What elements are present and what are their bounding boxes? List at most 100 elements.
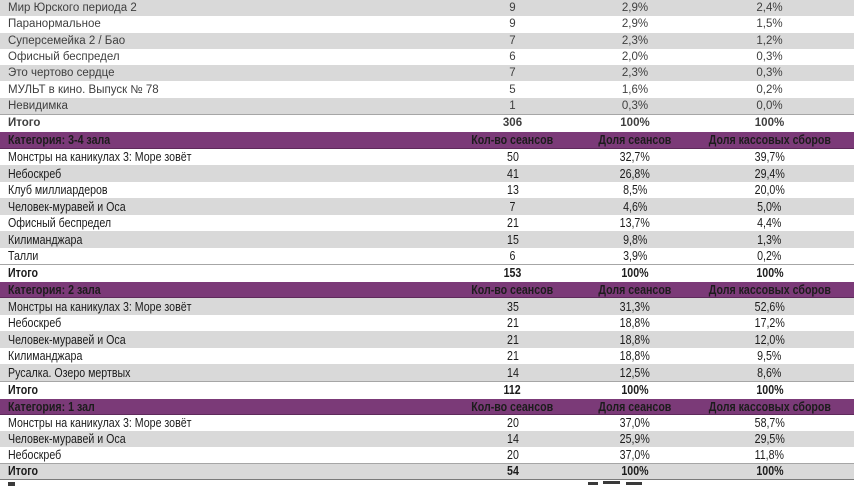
movie-title-cell-text: Килиманджара: [8, 349, 83, 364]
boxoffice-share-cell: 8,6%: [685, 366, 854, 380]
column-header-sessions-text: Кол-во сеансов: [471, 399, 554, 414]
table-row: МУЛЬТ в кино. Выпуск № 78 5 1,6% 0,2%: [0, 81, 854, 97]
sessions-count-cell: 6: [440, 249, 585, 263]
boxoffice-share-cell-text: 4,4%: [757, 216, 782, 231]
boxoffice-share-cell: 100%: [685, 117, 854, 129]
sessions-share-cell-text: 4,6%: [622, 199, 648, 214]
boxoffice-share-cell-text: 0,2%: [757, 249, 782, 264]
column-header-share-sessions: Доля сеансов: [585, 400, 685, 414]
sessions-count-cell: 306: [440, 117, 585, 129]
table-row: Это чертово сердце 7 2,3% 0,3%: [0, 65, 854, 82]
clipped-text-fragment: [603, 481, 620, 485]
sessions-count-cell-text: 21: [506, 316, 519, 331]
category-label-text: Категория: 2 зала: [8, 282, 101, 297]
boxoffice-share-cell: 0,2%: [685, 249, 854, 263]
boxoffice-share-cell-text: 11,8%: [754, 447, 785, 462]
sessions-count-cell-text: 20: [506, 447, 519, 462]
sessions-share-cell-text: 100%: [621, 464, 649, 479]
boxoffice-share-cell-text: 100%: [755, 382, 784, 397]
sessions-share-cell-text: 2,3%: [621, 34, 649, 47]
boxoffice-share-cell-text: 12,0%: [754, 332, 785, 347]
movie-title-cell: Талли: [0, 249, 440, 263]
sessions-count-cell-text: 54: [506, 464, 519, 479]
boxoffice-share-cell: 2,4%: [685, 2, 854, 14]
boxoffice-share-cell: 9,5%: [685, 349, 854, 363]
sessions-share-cell-text: 26,8%: [619, 166, 651, 181]
total-row: Итого 153 100% 100%: [0, 264, 854, 281]
category-label: Категория: 3-4 зала: [0, 133, 440, 147]
movie-title-cell: Офисный беспредел: [0, 51, 440, 63]
sessions-count-cell-text: 153: [503, 266, 522, 281]
sessions-share-cell: 9,8%: [585, 233, 685, 247]
boxoffice-share-cell-text: 100%: [754, 116, 785, 129]
movie-title-cell-text: Монстры на каникулах 3: Море зовёт: [8, 150, 192, 165]
sessions-share-cell: 26,8%: [585, 167, 685, 181]
sessions-count-cell: 14: [440, 366, 585, 380]
movie-title-cell: Монстры на каникулах 3: Море зовёт: [0, 150, 440, 164]
boxoffice-share-cell-text: 39,7%: [754, 150, 785, 165]
boxoffice-share-cell-text: 0,3%: [756, 67, 783, 80]
sessions-count-cell-text: 5: [509, 83, 516, 96]
table-row: Русалка. Озеро мертвых 14 12,5% 8,6%: [0, 364, 854, 381]
sessions-share-cell-text: 3,9%: [622, 249, 648, 264]
sessions-share-cell-text: 18,8%: [619, 316, 651, 331]
clipped-text-fragment: [626, 482, 642, 486]
sessions-count-cell: 1: [440, 100, 585, 112]
sessions-share-cell: 32,7%: [585, 150, 685, 164]
movie-title-cell-text: Это чертово сердце: [8, 67, 115, 80]
sessions-count-cell-text: 306: [502, 116, 523, 129]
sessions-share-cell-text: 18,8%: [619, 332, 651, 347]
boxoffice-share-cell: 100%: [685, 383, 854, 397]
boxoffice-share-cell: 100%: [685, 464, 854, 478]
sessions-count-cell-text: 13: [506, 183, 519, 198]
sessions-count-cell: 20: [440, 416, 585, 430]
boxoffice-share-cell-text: 17,2%: [754, 316, 785, 331]
sessions-count-cell: 7: [440, 200, 585, 214]
sessions-share-cell: 2,3%: [585, 67, 685, 79]
sessions-share-cell-text: 2,9%: [621, 18, 649, 31]
sessions-count-cell-text: 6: [509, 51, 516, 64]
table-row: Монстры на каникулах 3: Море зовёт 50 32,7…: [0, 149, 854, 166]
movie-title-cell-text: Монстры на каникулах 3: Море зовёт: [8, 299, 192, 314]
boxoffice-share-cell: 4,4%: [685, 216, 854, 230]
boxoffice-share-cell-text: 58,7%: [754, 416, 785, 431]
table-row: Паранормальное 9 2,9% 1,5%: [0, 16, 854, 32]
table-section: Мир Юрского периода 2 9 2,9% 2,4% Паранормал…: [0, 0, 854, 130]
sessions-count-cell: 9: [440, 2, 585, 14]
column-header-share-box-text: Доля кассовых сборов: [708, 282, 831, 297]
table-row: Мир Юрского периода 2 9 2,9% 2,4%: [0, 0, 854, 17]
boxoffice-share-cell-text: 8,6%: [757, 365, 782, 380]
sessions-count-cell: 41: [440, 167, 585, 181]
sessions-count-cell: 153: [440, 266, 585, 280]
sessions-count-cell-text: 14: [506, 365, 519, 380]
movie-title-cell-text: Мир Юрского периода 2: [8, 2, 137, 15]
sessions-count-cell: 35: [440, 300, 585, 314]
sessions-count-cell: 9: [440, 18, 585, 30]
clipped-text-fragment: [588, 482, 598, 486]
boxoffice-share-cell: 1,2%: [685, 35, 854, 47]
boxoffice-share-cell: 17,2%: [685, 316, 854, 330]
sessions-count-cell-text: 15: [506, 232, 519, 247]
boxoffice-share-cell-text: 9,5%: [757, 349, 782, 364]
movie-title-cell-text: Талли: [8, 249, 39, 264]
boxoffice-share-cell-text: 0,2%: [756, 83, 783, 96]
movie-title-cell: Монстры на каникулах 3: Море зовёт: [0, 300, 440, 314]
table-row: Человек-муравей и Оса 14 25,9% 29,5%: [0, 431, 854, 448]
sessions-share-cell-text: 32,7%: [619, 150, 651, 165]
sessions-share-cell: 2,3%: [585, 35, 685, 47]
boxoffice-share-cell: 0,0%: [685, 100, 854, 112]
column-header-share-sessions-text: Доля сеансов: [598, 399, 672, 414]
movie-title-cell: Паранормальное: [0, 18, 440, 30]
movie-title-cell: Невидимка: [0, 100, 440, 112]
sessions-count-cell: 20: [440, 448, 585, 462]
table-row: Человек-муравей и Оса 7 4,6% 5,0%: [0, 198, 854, 215]
sessions-share-cell: 100%: [585, 266, 685, 280]
movie-title-cell-text: Монстры на каникулах 3: Море зовёт: [8, 416, 192, 431]
sessions-count-cell-text: 6: [509, 249, 516, 264]
boxoffice-share-cell: 29,4%: [685, 167, 854, 181]
movie-title-cell-text: Русалка. Озеро мертвых: [8, 365, 131, 380]
movie-title-cell: МУЛЬТ в кино. Выпуск № 78: [0, 84, 440, 96]
movie-title-cell: Итого: [0, 266, 440, 280]
table-row: Килиманджара 15 9,8% 1,3%: [0, 231, 854, 248]
